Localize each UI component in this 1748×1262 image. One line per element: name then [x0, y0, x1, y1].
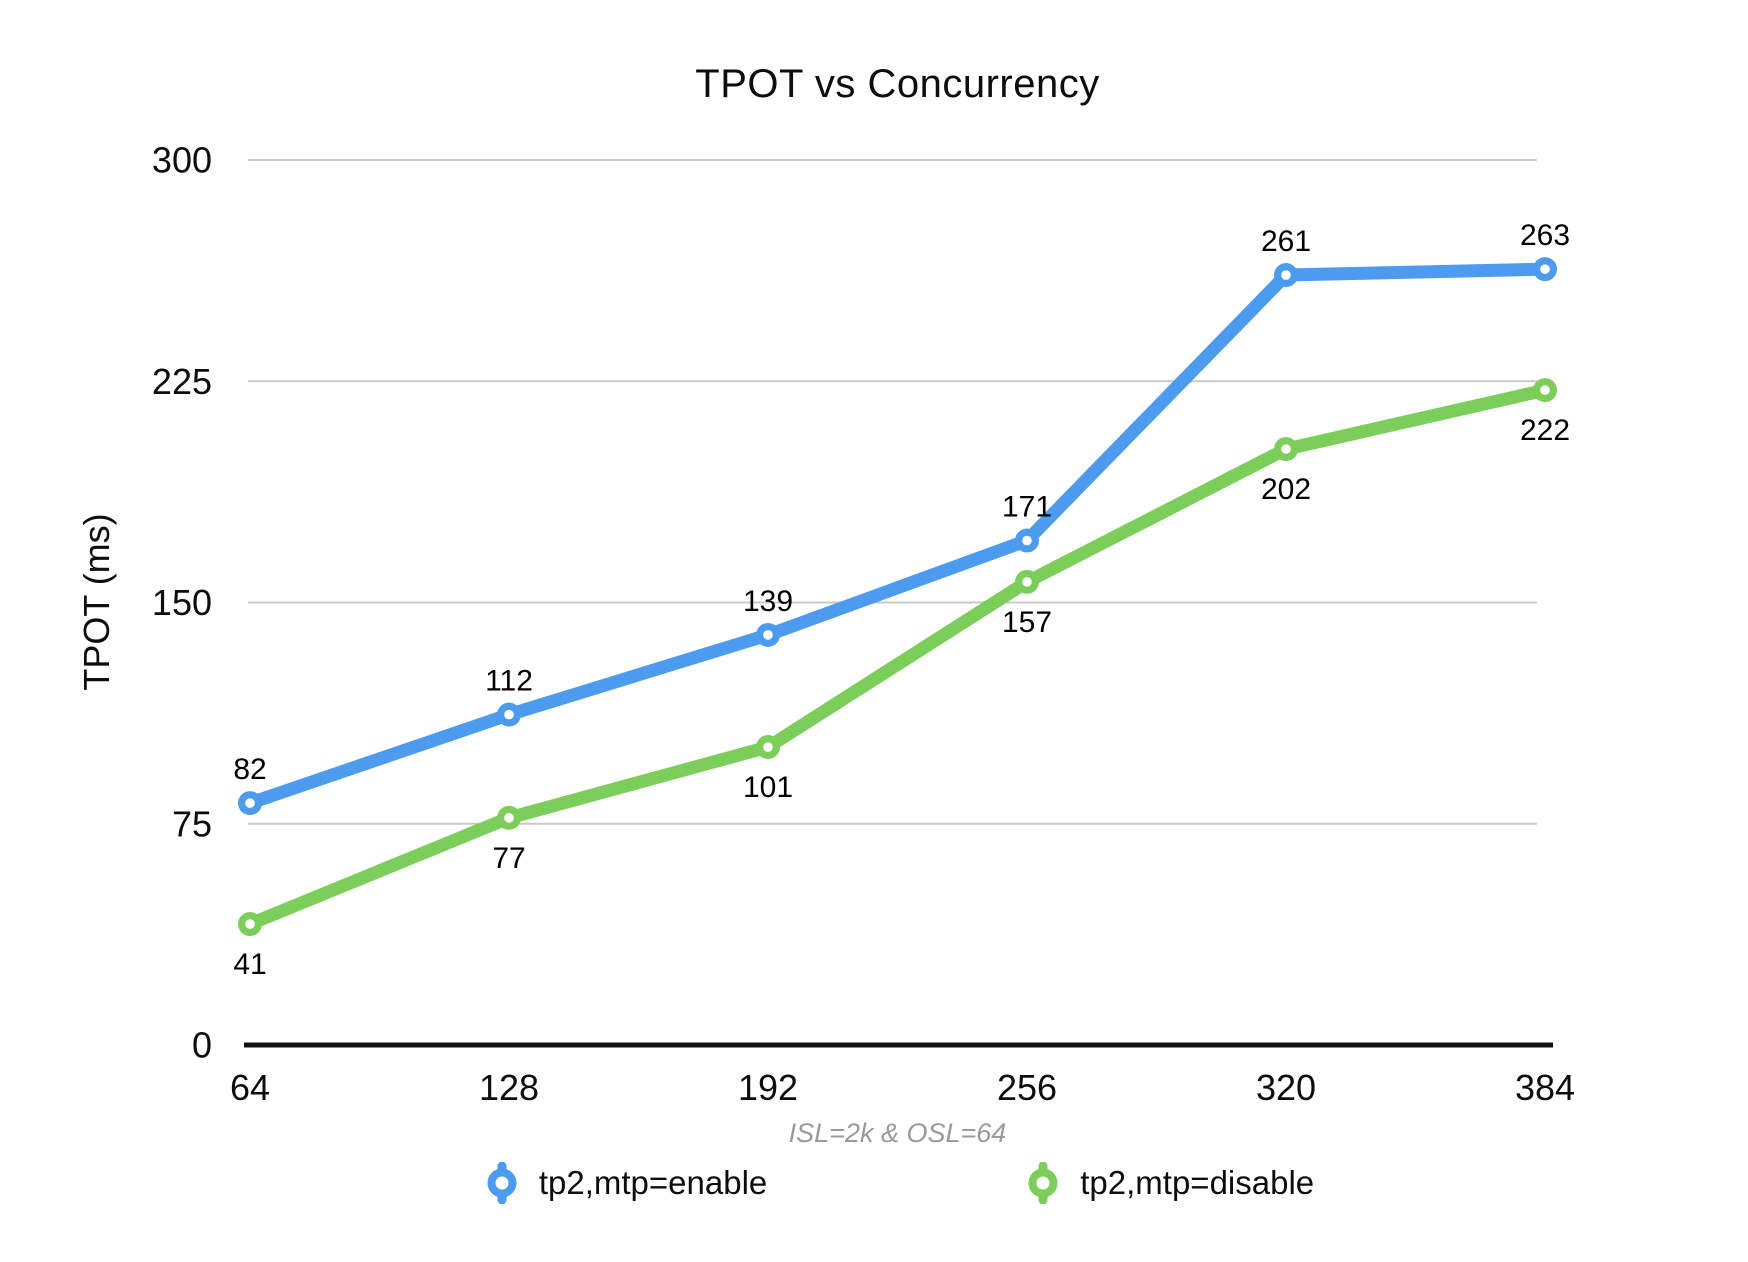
series-line-tp2,mtp=enable	[243, 262, 1552, 810]
data-label-tp2,mtp=disable-384: 222	[1520, 414, 1570, 447]
data-point-hole-tp2,mtp=disable-128	[504, 813, 514, 823]
data-label-tp2,mtp=disable-256: 157	[1002, 606, 1052, 639]
y-tick-label-75: 75	[172, 803, 212, 844]
data-point-hole-tp2,mtp=enable-64	[245, 798, 255, 808]
data-label-tp2,mtp=enable-320: 261	[1261, 225, 1311, 258]
y-tick-label-150: 150	[152, 582, 212, 623]
chart-subtitle: ISL=2k & OSL=64	[788, 1118, 1007, 1148]
x-tick-label-128: 128	[479, 1067, 539, 1108]
x-tick-label-320: 320	[1256, 1067, 1316, 1108]
chart-title: TPOT vs Concurrency	[695, 62, 1100, 106]
legend-label-enable: tp2,mtp=enable	[538, 1164, 768, 1201]
x-tick-label-192: 192	[738, 1067, 798, 1108]
data-label-tp2,mtp=enable-128: 112	[485, 665, 533, 698]
data-point-hole-tp2,mtp=disable-320	[1281, 444, 1291, 454]
data-label-tp2,mtp=enable-64: 82	[233, 753, 266, 786]
series-marker-enable-icon	[487, 1162, 517, 1204]
legend-item-disable[interactable]: tp2,mtp=disable	[1022, 1162, 1314, 1204]
y-tick-label-225: 225	[152, 361, 212, 402]
series-marker-disable-icon	[1028, 1162, 1058, 1204]
data-label-tp2,mtp=enable-256: 171	[1002, 491, 1052, 524]
legend: tp2,mtp=enable tp2,mtp=disable	[250, 1162, 1545, 1204]
legend-label-disable: tp2,mtp=disable	[1080, 1164, 1315, 1201]
y-tick-label-0: 0	[192, 1025, 212, 1066]
data-label-tp2,mtp=enable-384: 263	[1520, 219, 1570, 252]
data-point-hole-tp2,mtp=disable-384	[1540, 385, 1550, 395]
data-label-tp2,mtp=enable-192: 139	[743, 585, 793, 618]
y-tick-label-300: 300	[152, 140, 212, 181]
data-label-tp2,mtp=disable-192: 101	[743, 771, 793, 804]
x-tick-label-256: 256	[997, 1067, 1057, 1108]
x-tick-label-384: 384	[1515, 1067, 1575, 1108]
data-point-hole-tp2,mtp=disable-64	[245, 919, 255, 929]
data-point-hole-tp2,mtp=disable-256	[1022, 577, 1032, 587]
data-label-tp2,mtp=disable-320: 202	[1261, 473, 1311, 506]
data-point-hole-tp2,mtp=enable-256	[1022, 535, 1032, 546]
legend-item-enable[interactable]: tp2,mtp=enable	[481, 1162, 767, 1204]
data-label-tp2,mtp=disable-64: 41	[233, 948, 266, 981]
data-point-hole-tp2,mtp=enable-384	[1540, 264, 1550, 274]
series-line-tp2,mtp=disable	[243, 383, 1552, 931]
data-point-hole-tp2,mtp=enable-128	[504, 709, 514, 720]
data-point-hole-tp2,mtp=enable-320	[1281, 270, 1291, 280]
data-point-hole-tp2,mtp=enable-192	[763, 630, 773, 640]
data-point-hole-tp2,mtp=disable-192	[763, 742, 773, 752]
data-label-tp2,mtp=disable-128: 77	[492, 842, 525, 875]
x-tick-label-64: 64	[230, 1067, 270, 1108]
